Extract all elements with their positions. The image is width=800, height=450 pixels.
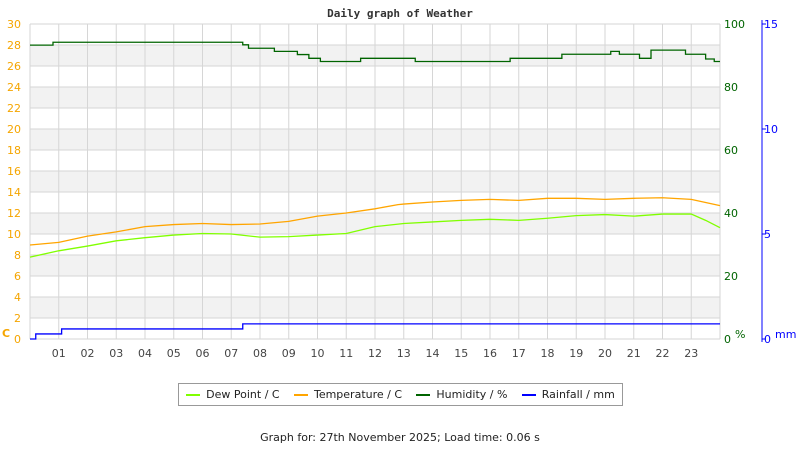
series-line-dew	[29, 213, 721, 258]
legend-humidity: Humidity / %	[416, 388, 507, 401]
right-tick-label: 80	[724, 81, 738, 94]
left-tick-label: 30	[7, 18, 21, 31]
x-tick-label: 21	[627, 347, 641, 360]
legend-label: Temperature / C	[313, 388, 403, 401]
right-tick-label: 40	[724, 207, 738, 220]
x-tick-label: 16	[483, 347, 497, 360]
x-tick-label: 15	[454, 347, 468, 360]
x-tick-label: 08	[253, 347, 267, 360]
x-tick-label: 13	[397, 347, 411, 360]
x-tick-label: 14	[426, 347, 440, 360]
x-tick-label: 20	[598, 347, 612, 360]
left-axis-label: C	[2, 327, 10, 340]
x-tick-label: 11	[339, 347, 353, 360]
left-tick-label: 28	[7, 39, 21, 52]
left-tick-label: 0	[14, 333, 21, 346]
left-tick-label: 4	[14, 291, 21, 304]
legend-label: Humidity / %	[436, 388, 508, 401]
series-line-rainfall	[30, 323, 720, 340]
x-tick-label: 07	[224, 347, 238, 360]
right-tick-label: 0	[724, 333, 731, 346]
x-tick-label: 01	[52, 347, 66, 360]
x-tick-label: 09	[282, 347, 296, 360]
x-tick-label: 12	[368, 347, 382, 360]
right-axis-label: %	[735, 328, 745, 341]
series-line-temperature	[29, 197, 721, 246]
left-tick-label: 20	[7, 123, 21, 136]
legend-dew-point: Dew Point / C	[186, 388, 280, 401]
legend-temperature: Temperature / C	[293, 388, 403, 401]
legend-label: Rainfall / mm	[541, 388, 615, 401]
x-tick-label: 19	[569, 347, 583, 360]
chart-title: Daily graph of Weather	[327, 7, 473, 20]
left-tick-label: 12	[7, 207, 21, 220]
legend-label: Dew Point / C	[206, 388, 280, 401]
left-tick-label: 22	[7, 102, 21, 115]
temperature-swatch	[293, 393, 308, 396]
left-tick-label: 10	[7, 228, 21, 241]
left-tick-label: 24	[7, 81, 21, 94]
rainfall-tick-label: 0	[764, 333, 771, 346]
x-tick-label: 10	[311, 347, 325, 360]
left-tick-label: 14	[7, 186, 21, 199]
right-tick-label: 100	[724, 18, 745, 31]
legend: Dew Point / C Temperature / C Humidity /…	[178, 383, 623, 406]
weather-chart: Daily graph of Weather 02468101214161820…	[2, 7, 796, 360]
x-tick-label: 02	[81, 347, 95, 360]
rainfall-tick-label: 15	[764, 18, 778, 31]
x-tick-label: 05	[167, 347, 181, 360]
x-tick-label: 04	[138, 347, 152, 360]
rainfall-swatch	[521, 393, 536, 396]
legend-rainfall: Rainfall / mm	[521, 388, 615, 401]
x-tick-label: 22	[656, 347, 670, 360]
rainfall-axis-label: mm	[775, 328, 796, 341]
rainfall-tick-label: 10	[764, 123, 778, 136]
right-tick-label: 60	[724, 144, 738, 157]
dew-point-swatch	[186, 393, 201, 396]
left-tick-label: 2	[14, 312, 21, 325]
right-tick-label: 20	[724, 270, 738, 283]
x-tick-label: 06	[196, 347, 210, 360]
left-tick-label: 8	[14, 249, 21, 262]
x-tick-label: 18	[541, 347, 555, 360]
series-line-humidity	[30, 41, 720, 63]
left-tick-label: 26	[7, 60, 21, 73]
x-tick-label: 23	[684, 347, 698, 360]
left-tick-label: 6	[14, 270, 21, 283]
left-tick-label: 16	[7, 165, 21, 178]
footer-info: Graph for: 27th November 2025; Load time…	[260, 431, 540, 444]
x-tick-label: 17	[512, 347, 526, 360]
rainfall-tick-label: 5	[764, 228, 771, 241]
humidity-swatch	[416, 393, 431, 396]
left-tick-label: 18	[7, 144, 21, 157]
x-tick-label: 03	[109, 347, 123, 360]
